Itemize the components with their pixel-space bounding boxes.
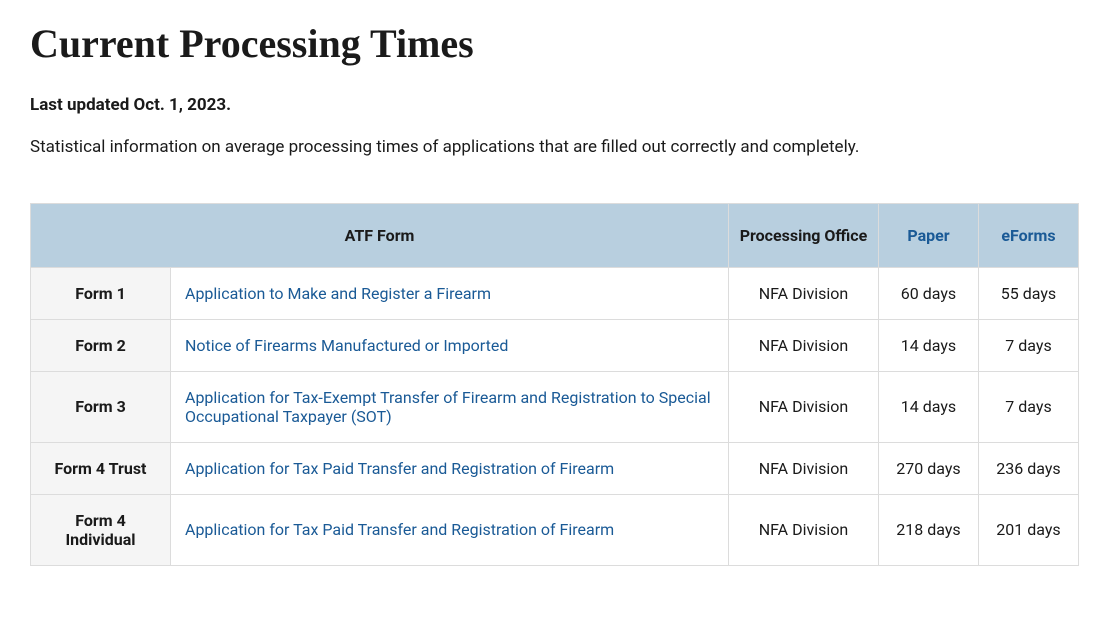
office-cell: NFA Division — [729, 319, 879, 371]
eforms-days-cell: 236 days — [979, 442, 1079, 494]
office-cell: NFA Division — [729, 371, 879, 442]
table-row: Form 2 Notice of Firearms Manufactured or… — [31, 319, 1079, 371]
eforms-days-cell: 7 days — [979, 371, 1079, 442]
processing-times-table: ATF Form Processing Office Paper eForms … — [30, 203, 1079, 566]
form-desc-link[interactable]: Application to Make and Register a Firea… — [185, 284, 491, 303]
eforms-link[interactable]: eForms — [1001, 226, 1055, 245]
table-row: Form 1 Application to Make and Register a… — [31, 267, 1079, 319]
form-desc-cell: Application for Tax Paid Transfer and Re… — [171, 494, 729, 565]
form-desc-cell: Notice of Firearms Manufactured or Impor… — [171, 319, 729, 371]
table-row: Form 3 Application for Tax-Exempt Transfe… — [31, 371, 1079, 442]
paper-days-cell: 270 days — [879, 442, 979, 494]
page-title: Current Processing Times — [30, 20, 1079, 67]
col-header-office: Processing Office — [729, 203, 879, 267]
intro-description: Statistical information on average proce… — [30, 135, 1079, 161]
paper-link[interactable]: Paper — [907, 226, 949, 245]
eforms-days-cell: 201 days — [979, 494, 1079, 565]
form-desc-cell: Application for Tax-Exempt Transfer of F… — [171, 371, 729, 442]
form-desc-cell: Application for Tax Paid Transfer and Re… — [171, 442, 729, 494]
col-header-paper: Paper — [879, 203, 979, 267]
last-updated: Last updated Oct. 1, 2023. — [30, 95, 1079, 115]
table-row: Form 4 Individual Application for Tax Pai… — [31, 494, 1079, 565]
paper-days-cell: 218 days — [879, 494, 979, 565]
form-desc-link[interactable]: Application for Tax Paid Transfer and Re… — [185, 520, 614, 539]
office-cell: NFA Division — [729, 267, 879, 319]
eforms-days-cell: 55 days — [979, 267, 1079, 319]
form-name-cell: Form 2 — [31, 319, 171, 371]
form-desc-cell: Application to Make and Register a Firea… — [171, 267, 729, 319]
form-desc-link[interactable]: Application for Tax-Exempt Transfer of F… — [185, 388, 711, 426]
table-row: Form 4 Trust Application for Tax Paid Tra… — [31, 442, 1079, 494]
form-name-cell: Form 4 Trust — [31, 442, 171, 494]
form-desc-link[interactable]: Application for Tax Paid Transfer and Re… — [185, 459, 614, 478]
paper-days-cell: 14 days — [879, 319, 979, 371]
col-header-form: ATF Form — [31, 203, 729, 267]
table-header-row: ATF Form Processing Office Paper eForms — [31, 203, 1079, 267]
office-cell: NFA Division — [729, 442, 879, 494]
form-name-cell: Form 3 — [31, 371, 171, 442]
form-name-cell: Form 4 Individual — [31, 494, 171, 565]
paper-days-cell: 14 days — [879, 371, 979, 442]
paper-days-cell: 60 days — [879, 267, 979, 319]
form-desc-link[interactable]: Notice of Firearms Manufactured or Impor… — [185, 336, 508, 355]
col-header-eforms: eForms — [979, 203, 1079, 267]
office-cell: NFA Division — [729, 494, 879, 565]
eforms-days-cell: 7 days — [979, 319, 1079, 371]
form-name-cell: Form 1 — [31, 267, 171, 319]
